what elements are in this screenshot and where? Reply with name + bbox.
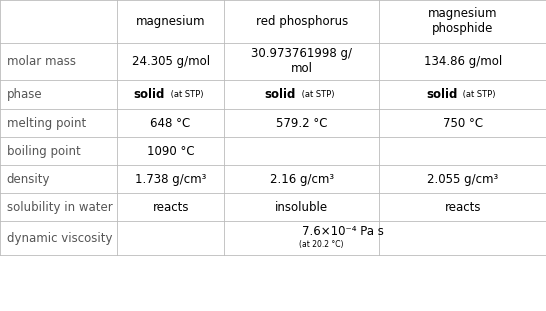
- Text: solubility in water: solubility in water: [7, 201, 112, 214]
- Text: 24.305 g/mol: 24.305 g/mol: [132, 55, 210, 68]
- Text: melting point: melting point: [7, 117, 86, 130]
- Text: insoluble: insoluble: [275, 201, 328, 214]
- Text: magnesium
phosphide: magnesium phosphide: [428, 7, 497, 35]
- Text: 750 °C: 750 °C: [443, 117, 483, 130]
- Text: red phosphorus: red phosphorus: [256, 15, 348, 28]
- Text: boiling point: boiling point: [7, 145, 80, 158]
- Text: reacts: reacts: [444, 201, 481, 214]
- Text: 134.86 g/mol: 134.86 g/mol: [424, 55, 502, 68]
- Text: 7.6×10⁻⁴ Pa s: 7.6×10⁻⁴ Pa s: [301, 225, 383, 239]
- Text: phase: phase: [7, 88, 42, 101]
- Text: density: density: [7, 173, 50, 186]
- Text: (at STP): (at STP): [168, 90, 204, 99]
- Text: reacts: reacts: [152, 201, 189, 214]
- Text: magnesium: magnesium: [136, 15, 205, 28]
- Text: solid: solid: [426, 88, 458, 101]
- Text: 2.16 g/cm³: 2.16 g/cm³: [270, 173, 334, 186]
- Text: 579.2 °C: 579.2 °C: [276, 117, 328, 130]
- Text: solid: solid: [134, 88, 165, 101]
- Text: (at STP): (at STP): [299, 90, 335, 99]
- Text: (at 20.2 °C): (at 20.2 °C): [299, 240, 343, 249]
- Text: (at STP): (at STP): [460, 90, 496, 99]
- Text: 30.973761998 g/
mol: 30.973761998 g/ mol: [251, 47, 352, 75]
- Text: 2.055 g/cm³: 2.055 g/cm³: [427, 173, 498, 186]
- Text: dynamic viscosity: dynamic viscosity: [7, 232, 112, 244]
- Text: 648 °C: 648 °C: [151, 117, 191, 130]
- Text: molar mass: molar mass: [7, 55, 75, 68]
- Text: 1.738 g/cm³: 1.738 g/cm³: [135, 173, 206, 186]
- Text: solid: solid: [265, 88, 296, 101]
- Text: 1090 °C: 1090 °C: [147, 145, 194, 158]
